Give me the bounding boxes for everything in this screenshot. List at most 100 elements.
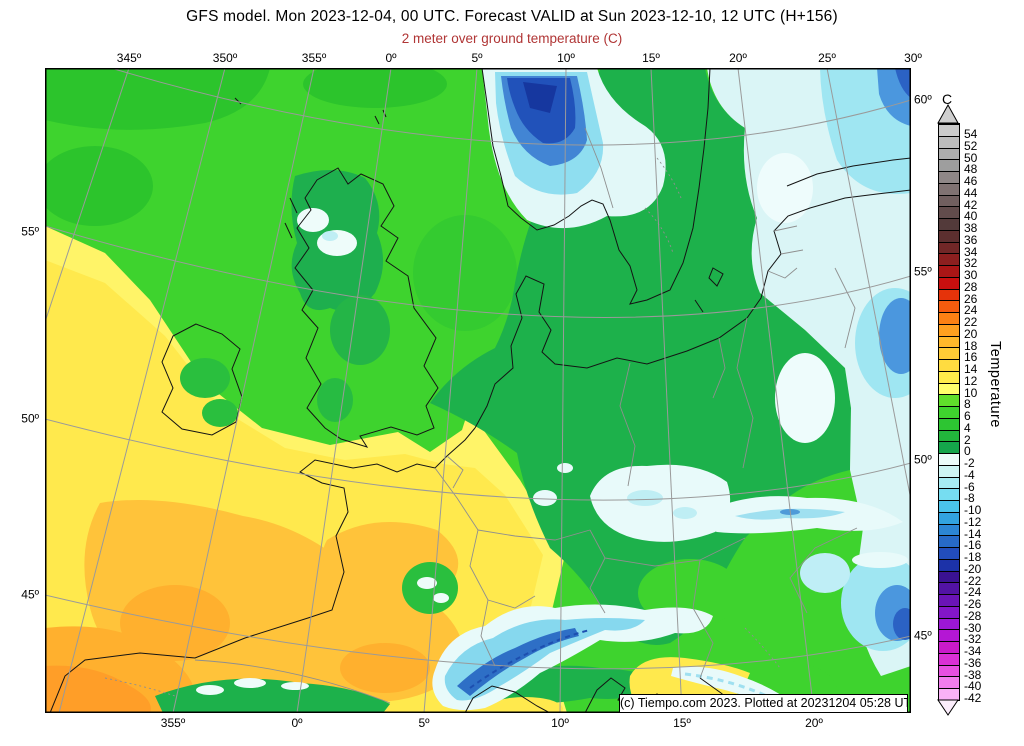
- axis-tick-right: 50º: [914, 452, 932, 466]
- colorbar-value: -38: [964, 667, 982, 682]
- axis-tick-label: 45º: [914, 628, 932, 643]
- colorbar-value: 46: [964, 174, 978, 188]
- colorbar-value: -36: [964, 655, 982, 670]
- colorbar-value: -28: [964, 608, 982, 623]
- colorbar-swatch: [939, 511, 959, 524]
- colorbar-swatch: [939, 535, 959, 547]
- axis-tick-top: 5º: [471, 51, 482, 65]
- page-subtitle: 2 meter over ground temperature (C): [401, 31, 623, 46]
- colorbar-value: -18: [964, 550, 982, 564]
- colorbar-swatch: [939, 288, 959, 301]
- colorbar-value: 8: [964, 397, 971, 412]
- colorbar-value: 2: [964, 432, 971, 447]
- axis-tick-label: 0º: [385, 51, 397, 65]
- colorbar-value: 50: [964, 150, 978, 165]
- colorbar-swatch: [939, 582, 959, 594]
- colorbar-swatch: [939, 370, 959, 383]
- country-borders: [104, 127, 858, 704]
- axis-tick-label: 20º: [729, 51, 747, 65]
- colorbar-swatch: [939, 652, 959, 665]
- colorbar-value: 38: [964, 221, 978, 235]
- axis-tick-label: 50º: [21, 411, 39, 426]
- axis-tick-label: 45º: [21, 587, 39, 602]
- colorbar-value: -42: [964, 691, 982, 705]
- colorbar-swatch: [939, 124, 959, 136]
- colorbar-swatch: [939, 558, 959, 571]
- axis-tick-label: 355º: [301, 51, 327, 65]
- colorbar-swatch: [939, 429, 959, 442]
- colorbar-arrow-up-icon: [937, 104, 959, 124]
- colorbar-value: 34: [964, 244, 978, 259]
- temp-regions: [45, 68, 911, 713]
- colorbar-swatch: [939, 500, 959, 512]
- colorbar-value: -6: [964, 479, 975, 494]
- axis-tick-top: 350º: [213, 51, 237, 65]
- colorbar-value: 54: [964, 127, 978, 141]
- page-title: GFS model. Mon 2023-12-04, 00 UTC. Forec…: [186, 8, 838, 25]
- colorbar-swatch: [939, 476, 959, 489]
- colorbar-value: -14: [964, 526, 982, 541]
- colorbar-value: -2: [964, 456, 975, 470]
- colorbar-value: -10: [964, 503, 982, 517]
- colorbar-swatch: [939, 194, 959, 207]
- colorbar-swatch: [939, 417, 959, 430]
- colorbar-value: -34: [964, 644, 982, 658]
- colorbar-value: -40: [964, 679, 982, 694]
- colorbar-swatch: [939, 617, 959, 630]
- colorbar-value: -20: [964, 561, 982, 576]
- colorbar-value: -16: [964, 538, 982, 553]
- colorbar-value: 32: [964, 256, 978, 271]
- colorbar-swatch: [939, 547, 959, 559]
- colorbar-swatch: [939, 300, 959, 312]
- colorbar-swatch: [939, 229, 959, 242]
- colorbar-unit-label: C: [941, 91, 953, 107]
- axis-tick-label: 50º: [914, 452, 932, 467]
- colorbar: [938, 123, 960, 701]
- axis-tick-label: 5º: [471, 51, 483, 65]
- axis-tick-label: 55º: [21, 224, 39, 239]
- colorbar-value: 18: [964, 338, 978, 353]
- coastlines: [49, 68, 911, 713]
- colorbar-swatch: [939, 241, 959, 254]
- colorbar-swatch: [939, 664, 959, 677]
- colorbar-value: -24: [964, 585, 982, 600]
- colorbar-value: 12: [964, 373, 978, 388]
- axis-tick-label: 10º: [551, 716, 569, 730]
- colorbar-value: 44: [964, 185, 978, 200]
- axis-tick-label: 20º: [805, 716, 823, 730]
- colorbar-value: 36: [964, 232, 978, 247]
- graticule: [45, 68, 911, 713]
- colorbar-value: -32: [964, 632, 982, 647]
- colorbar-value: 22: [964, 315, 978, 329]
- colorbar-swatch: [939, 488, 959, 500]
- axis-tick-left: 55º: [0, 224, 39, 238]
- colorbar-value: -26: [964, 597, 982, 611]
- axis-tick-top: 25º: [818, 51, 836, 65]
- colorbar-swatch: [939, 629, 959, 641]
- colorbar-swatch: [939, 453, 959, 465]
- axis-tick-label: 355º: [160, 716, 186, 730]
- axis-tick-top: 355º: [302, 51, 326, 65]
- axis-tick-label: 0º: [291, 716, 303, 730]
- colorbar-swatch: [939, 688, 959, 700]
- colorbar-value: 6: [964, 409, 971, 423]
- colorbar-value: 40: [964, 209, 978, 224]
- colorbar-value: 14: [964, 362, 978, 376]
- colorbar-swatch: [939, 312, 959, 324]
- axis-tick-label: 5º: [418, 716, 430, 730]
- copyright-box: (c) Tiempo.com 2023. Plotted at 20231204…: [619, 694, 908, 713]
- axis-tick-right: 55º: [914, 264, 932, 278]
- axis-tick-label: 30º: [904, 51, 922, 65]
- axis-tick-label: 15º: [673, 716, 691, 730]
- colorbar-swatch: [939, 641, 959, 653]
- axis-tick-right: 45º: [914, 628, 932, 642]
- colorbar-value: 26: [964, 291, 978, 306]
- colorbar-swatch: [939, 406, 959, 418]
- colorbar-swatch: [939, 570, 959, 583]
- colorbar-value: -30: [964, 620, 982, 635]
- colorbar-swatch: [939, 394, 959, 406]
- colorbar-swatch: [939, 276, 959, 289]
- colorbar-labels: 54 52 50 48 46 44 42 40 38 36 34 32 30 28 26 24 22 20 18 16…: [964, 123, 982, 704]
- colorbar-swatch: [939, 335, 959, 348]
